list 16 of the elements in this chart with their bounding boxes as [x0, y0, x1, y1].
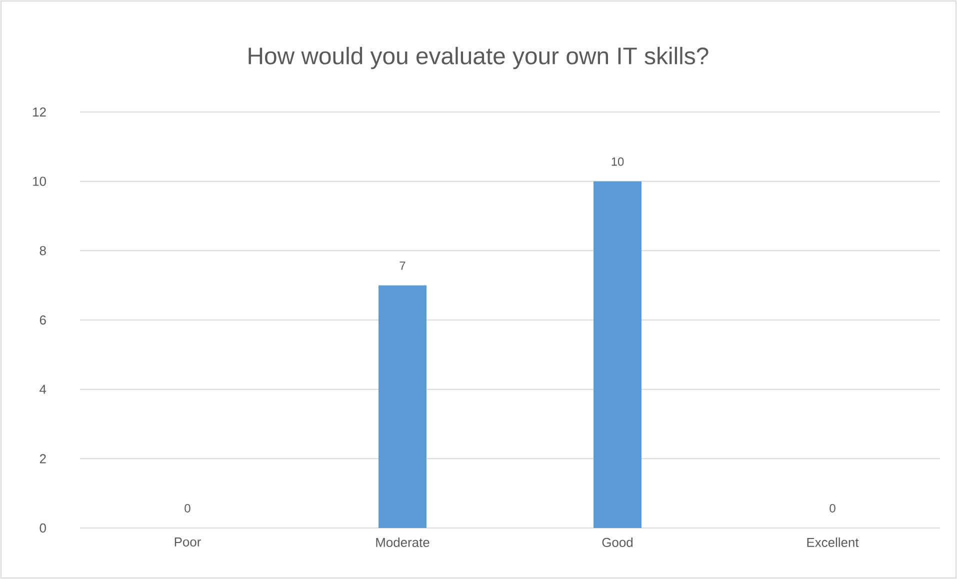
x-tick-label: Excellent [807, 538, 859, 548]
x-tick-label: Good [602, 538, 633, 548]
data-label: 7 [400, 262, 406, 270]
y-tick-label: 2 [40, 454, 46, 464]
x-tick-label: Poor [174, 538, 201, 547]
data-label: 10 [612, 157, 624, 166]
y-tick-label: 10 [33, 176, 46, 186]
data-label: 0 [184, 504, 190, 512]
y-tick-label: 8 [40, 246, 46, 256]
y-tick-label: 4 [40, 384, 46, 394]
y-tick-label: 0 [40, 523, 46, 533]
y-tick-label: 12 [33, 107, 46, 117]
x-tick-label: Moderate [376, 538, 430, 548]
data-label: 0 [830, 504, 836, 512]
y-tick-label: 6 [40, 315, 46, 325]
chart-title: How would you evaluate your own IT skills? [248, 46, 708, 70]
